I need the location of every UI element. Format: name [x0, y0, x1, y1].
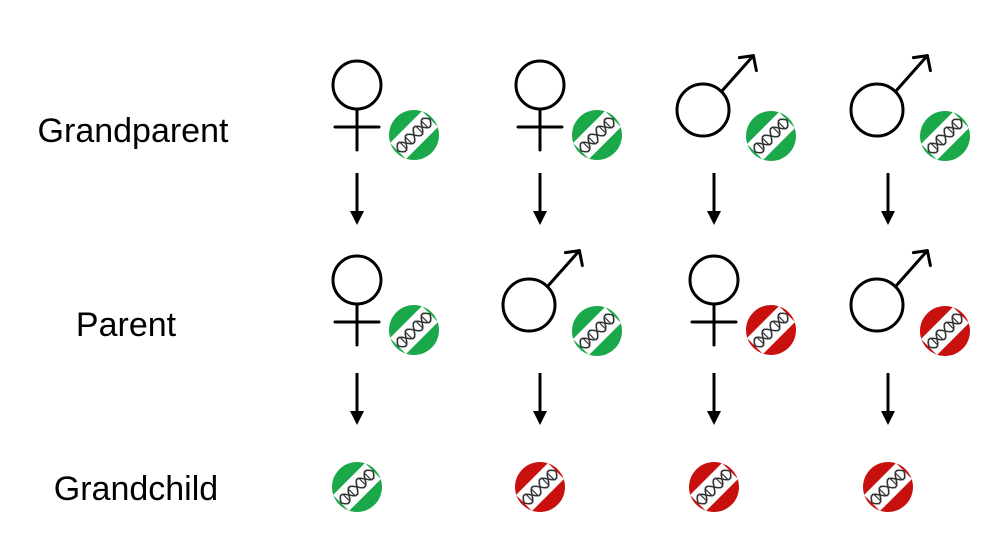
arrow-down-icon	[350, 173, 364, 225]
parent-female-symbol-icon	[690, 256, 738, 345]
grandchild-dna-mutated-icon	[863, 462, 913, 512]
grandparent-dna-healthy-icon	[572, 110, 622, 160]
grandparent-female-symbol-icon	[516, 61, 564, 150]
grandparent-male-symbol-icon	[851, 56, 930, 136]
grandparent-dna-healthy-icon	[746, 111, 796, 161]
arrow-down-icon	[707, 173, 721, 225]
arrow-down-icon	[881, 373, 895, 425]
parent-dna-healthy-icon	[389, 305, 439, 355]
grandchild-dna-mutated-icon	[689, 462, 739, 512]
parent-male-symbol-icon	[503, 251, 582, 331]
grandparent-dna-healthy-icon	[389, 110, 439, 160]
parent-dna-mutated-icon	[746, 305, 796, 355]
generation-columns	[332, 56, 970, 512]
grandparent-female-symbol-icon	[333, 61, 381, 150]
row-labels: Grandparent Parent Grandchild	[38, 112, 229, 508]
grandchild-dna-healthy-icon	[332, 462, 382, 512]
grandparent-dna-healthy-icon	[920, 111, 970, 161]
parent-female-symbol-icon	[333, 256, 381, 345]
row-label-grandchild: Grandchild	[54, 470, 218, 508]
arrow-down-icon	[350, 373, 364, 425]
row-label-grandparent: Grandparent	[38, 112, 229, 150]
parent-male-symbol-icon	[851, 251, 930, 331]
arrow-down-icon	[707, 373, 721, 425]
parent-dna-healthy-icon	[572, 306, 622, 356]
grandchild-dna-mutated-icon	[515, 462, 565, 512]
grandparent-male-symbol-icon	[677, 56, 756, 136]
row-label-parent: Parent	[76, 306, 177, 344]
parent-dna-mutated-icon	[920, 306, 970, 356]
arrow-down-icon	[533, 373, 547, 425]
arrow-down-icon	[881, 173, 895, 225]
arrow-down-icon	[533, 173, 547, 225]
